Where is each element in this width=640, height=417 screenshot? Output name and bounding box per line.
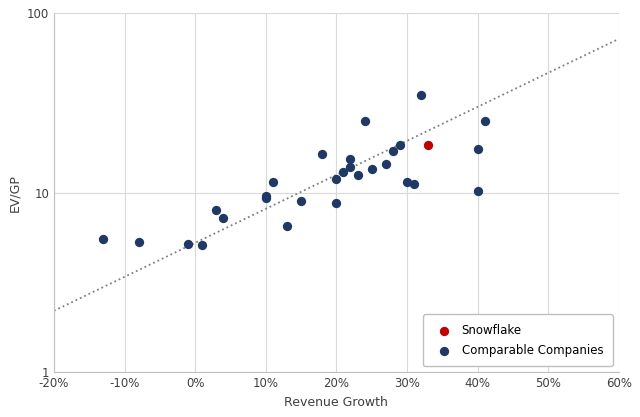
Comparable Companies (134, 239, 144, 246)
Comparable Companies (409, 181, 419, 187)
Comparable Companies (402, 178, 412, 185)
Comparable Companies (353, 172, 363, 179)
Comparable Companies (183, 241, 193, 247)
Comparable Companies (388, 148, 398, 155)
Comparable Companies (479, 118, 490, 125)
Comparable Companies (367, 166, 377, 173)
Comparable Companies (332, 175, 342, 182)
Comparable Companies (218, 215, 228, 222)
Comparable Companies (296, 198, 306, 204)
Comparable Companies (211, 207, 221, 214)
Y-axis label: EV/GP: EV/GP (8, 174, 21, 212)
Comparable Companies (282, 223, 292, 230)
Comparable Companies (360, 118, 370, 125)
X-axis label: Revenue Growth: Revenue Growth (284, 396, 388, 409)
Comparable Companies (260, 193, 271, 199)
Comparable Companies (332, 199, 342, 206)
Comparable Companies (268, 178, 278, 185)
Comparable Companies (99, 236, 109, 243)
Legend: Snowflake, Comparable Companies: Snowflake, Comparable Companies (423, 314, 612, 367)
Comparable Companies (395, 141, 405, 148)
Comparable Companies (317, 151, 327, 157)
Snowflake (423, 141, 433, 148)
Comparable Companies (197, 242, 207, 249)
Comparable Companies (472, 146, 483, 153)
Comparable Companies (416, 92, 426, 98)
Comparable Companies (260, 195, 271, 202)
Comparable Companies (339, 169, 349, 176)
Comparable Companies (472, 188, 483, 195)
Comparable Companies (346, 163, 356, 170)
Comparable Companies (346, 155, 356, 162)
Comparable Companies (381, 161, 391, 167)
